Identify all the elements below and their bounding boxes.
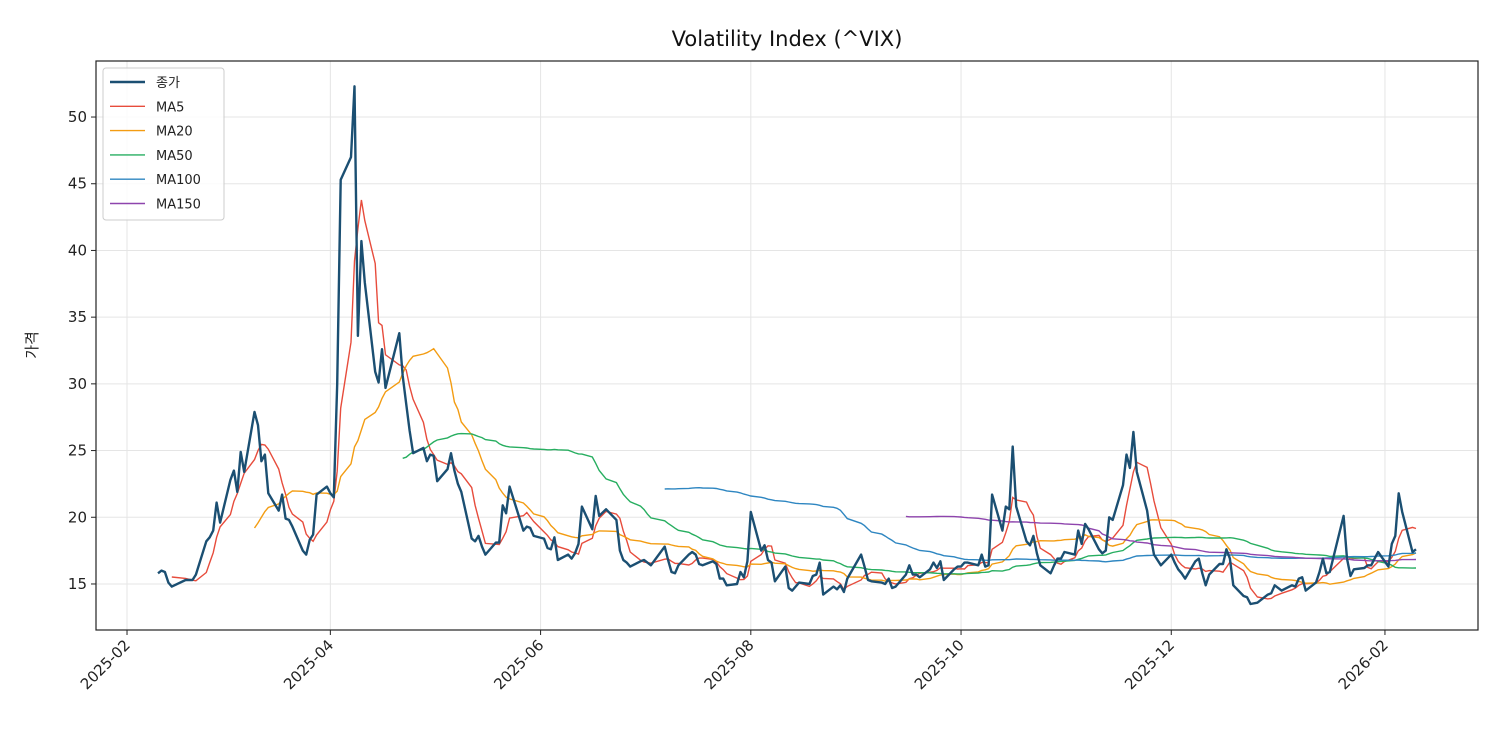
legend-label: MA5 — [156, 100, 184, 115]
series-ma50-line — [402, 432, 1417, 575]
plot-frame — [95, 60, 1479, 631]
legend-label: MA150 — [156, 198, 201, 213]
x-tick-label: 2025-12 — [1121, 636, 1178, 693]
x-tick-label: 2025-04 — [280, 636, 337, 693]
x-tick-label: 2025-06 — [490, 636, 547, 693]
x-axis: 2025-02 2025-04 2025-06 2025-08 2025-10 2025-… — [77, 630, 1392, 693]
series-ma100-line — [664, 486, 1417, 563]
series-ma5-line — [171, 199, 1417, 600]
chart-title: Volatility Index (^VIX) — [672, 27, 903, 51]
y-tick-label: 30 — [68, 375, 87, 393]
y-tick-label: 50 — [68, 108, 87, 126]
legend-label: 종가 — [156, 76, 180, 91]
y-axis-label: 가격 — [23, 331, 41, 359]
y-tick-label: 45 — [68, 175, 87, 193]
legend-label: MA100 — [156, 173, 201, 188]
y-tick-label: 25 — [68, 442, 87, 460]
grid — [96, 61, 1478, 630]
x-tick-label: 2026-02 — [1335, 636, 1392, 693]
legend-label: MA50 — [156, 149, 193, 164]
x-tick-label: 2025-08 — [701, 636, 758, 693]
y-tick-label: 15 — [68, 575, 87, 593]
legend: 종가 MA5 MA20 MA50 MA100 MA150 — [102, 67, 225, 221]
series-layer — [157, 85, 1417, 606]
y-tick-label: 35 — [68, 308, 87, 326]
series-close-line — [157, 85, 1417, 606]
x-tick-label: 2025-02 — [77, 636, 134, 693]
x-tick-label: 2025-10 — [911, 636, 968, 693]
series-ma150-line — [905, 515, 1417, 562]
y-tick-label: 20 — [68, 508, 87, 526]
y-tick-label: 40 — [68, 241, 87, 259]
legend-label: MA20 — [156, 125, 193, 140]
y-axis: 15 20 25 30 35 40 45 50 — [68, 108, 96, 593]
series-ma20-line — [253, 347, 1417, 585]
